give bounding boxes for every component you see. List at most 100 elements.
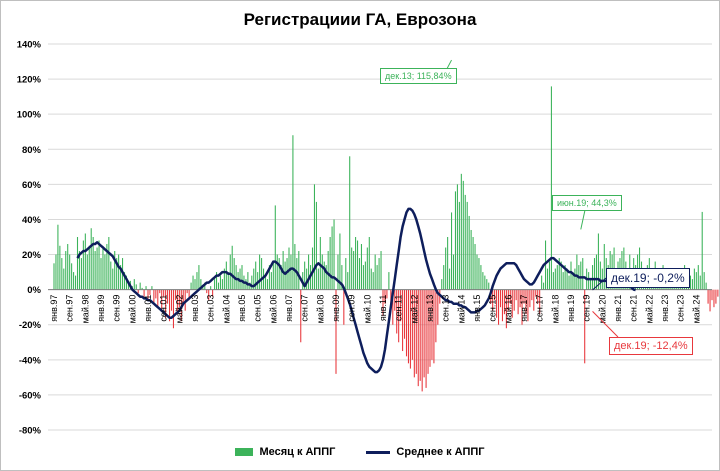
bar-month [94, 251, 96, 290]
bar-month [546, 268, 549, 290]
bar-month [593, 258, 596, 290]
x-tick-label: май.22 [644, 295, 654, 324]
bar-month [221, 279, 223, 290]
bar-month [300, 289, 302, 343]
bar-month [100, 258, 102, 290]
bar-month [135, 284, 137, 290]
bar-month [151, 286, 153, 290]
bar-month [357, 240, 359, 290]
x-tick-label: янв.05 [237, 295, 247, 322]
bar-month [139, 282, 141, 290]
bar-month [548, 261, 550, 290]
bar-month [133, 279, 135, 290]
x-tick-label: янв.19 [566, 295, 576, 322]
bar-month [194, 279, 196, 290]
bar-month [317, 268, 319, 290]
bar-month [566, 268, 568, 290]
bar-month [84, 233, 86, 290]
x-tick-label: янв.07 [284, 295, 294, 322]
bar-month [331, 226, 333, 290]
bar-month [110, 261, 112, 290]
x-tick-label: янв.23 [660, 295, 670, 322]
bar-month [525, 289, 527, 315]
x-tick-label: май.12 [409, 295, 419, 324]
bar-month [374, 254, 376, 290]
bar-month [245, 279, 247, 290]
bar-month [112, 268, 114, 290]
bar-month [466, 201, 468, 290]
bar-month [556, 265, 558, 290]
bar-month [697, 265, 699, 290]
y-tick-label: -40% [19, 355, 42, 366]
bar-month [717, 289, 719, 297]
bar-month [513, 289, 515, 311]
bar-month [253, 268, 255, 290]
bar-month [106, 244, 108, 290]
bar-month [86, 254, 88, 290]
bar-month [452, 254, 455, 290]
x-tick-label: сен.13 [441, 295, 451, 322]
x-tick-label: сен.15 [488, 295, 498, 322]
bar-month [358, 258, 361, 290]
bar-month [120, 265, 122, 290]
bar-month [335, 289, 337, 374]
bar-month [235, 265, 237, 290]
y-tick-label: 80% [22, 145, 42, 156]
annotation-dec19-month: дек.19; -12,4% [609, 337, 693, 355]
bar-month [308, 254, 310, 290]
bar-month [588, 272, 590, 290]
bar-month [404, 289, 406, 339]
bar-month [227, 272, 229, 290]
bar-month [237, 272, 239, 290]
bar-month [204, 282, 206, 290]
bar-month [380, 251, 382, 290]
bar-month [411, 289, 413, 360]
bar-month [388, 272, 390, 290]
bar-month [421, 289, 423, 392]
bar-month [368, 237, 370, 290]
bar-month [53, 263, 55, 290]
bar-month [327, 251, 329, 290]
bar-month [584, 289, 586, 364]
x-tick-label: май.14 [456, 295, 466, 324]
bar-month [266, 279, 268, 290]
bar-month [82, 240, 84, 290]
bar-month [360, 244, 362, 290]
x-tick-label: янв.03 [190, 295, 200, 322]
x-tick-label: янв.15 [472, 295, 482, 322]
bar-month [515, 289, 517, 301]
bar-month [341, 265, 343, 290]
bar-month [71, 263, 73, 290]
bar-month [73, 272, 75, 290]
bar-month [527, 289, 529, 322]
bar-month [264, 275, 267, 290]
x-tick-label: май.06 [268, 295, 278, 324]
legend-label-line: Среднее к АППГ [396, 446, 485, 459]
bar-month [511, 289, 513, 318]
bar-month [427, 289, 429, 374]
x-tick-label: май.20 [597, 295, 607, 324]
bar-month [488, 282, 490, 290]
x-tick-label: сен.17 [535, 295, 545, 322]
x-tick-label: янв.17 [519, 295, 529, 322]
bar-month [370, 268, 372, 290]
bar-month [216, 272, 218, 290]
bar-month [595, 254, 597, 290]
bar-month [405, 289, 408, 357]
series-line-average [76, 207, 636, 374]
bar-month [333, 219, 335, 290]
bar-month [523, 289, 525, 304]
bar-month [484, 275, 486, 290]
x-tick-label: май.24 [691, 295, 701, 324]
bar-month [576, 254, 578, 290]
annotation-dec19-average: дек.19; -0,2% [606, 268, 690, 288]
x-tick-label: сен.07 [300, 295, 310, 322]
x-tick-label: май.00 [127, 295, 137, 324]
bar-month [55, 254, 57, 290]
annotation-leader [580, 209, 586, 230]
bar-month [711, 289, 713, 301]
bar-month [263, 268, 265, 290]
annotation-jun19: июн.19; 44,3% [552, 195, 622, 211]
bar-month [116, 258, 118, 290]
bar-month [225, 261, 227, 290]
